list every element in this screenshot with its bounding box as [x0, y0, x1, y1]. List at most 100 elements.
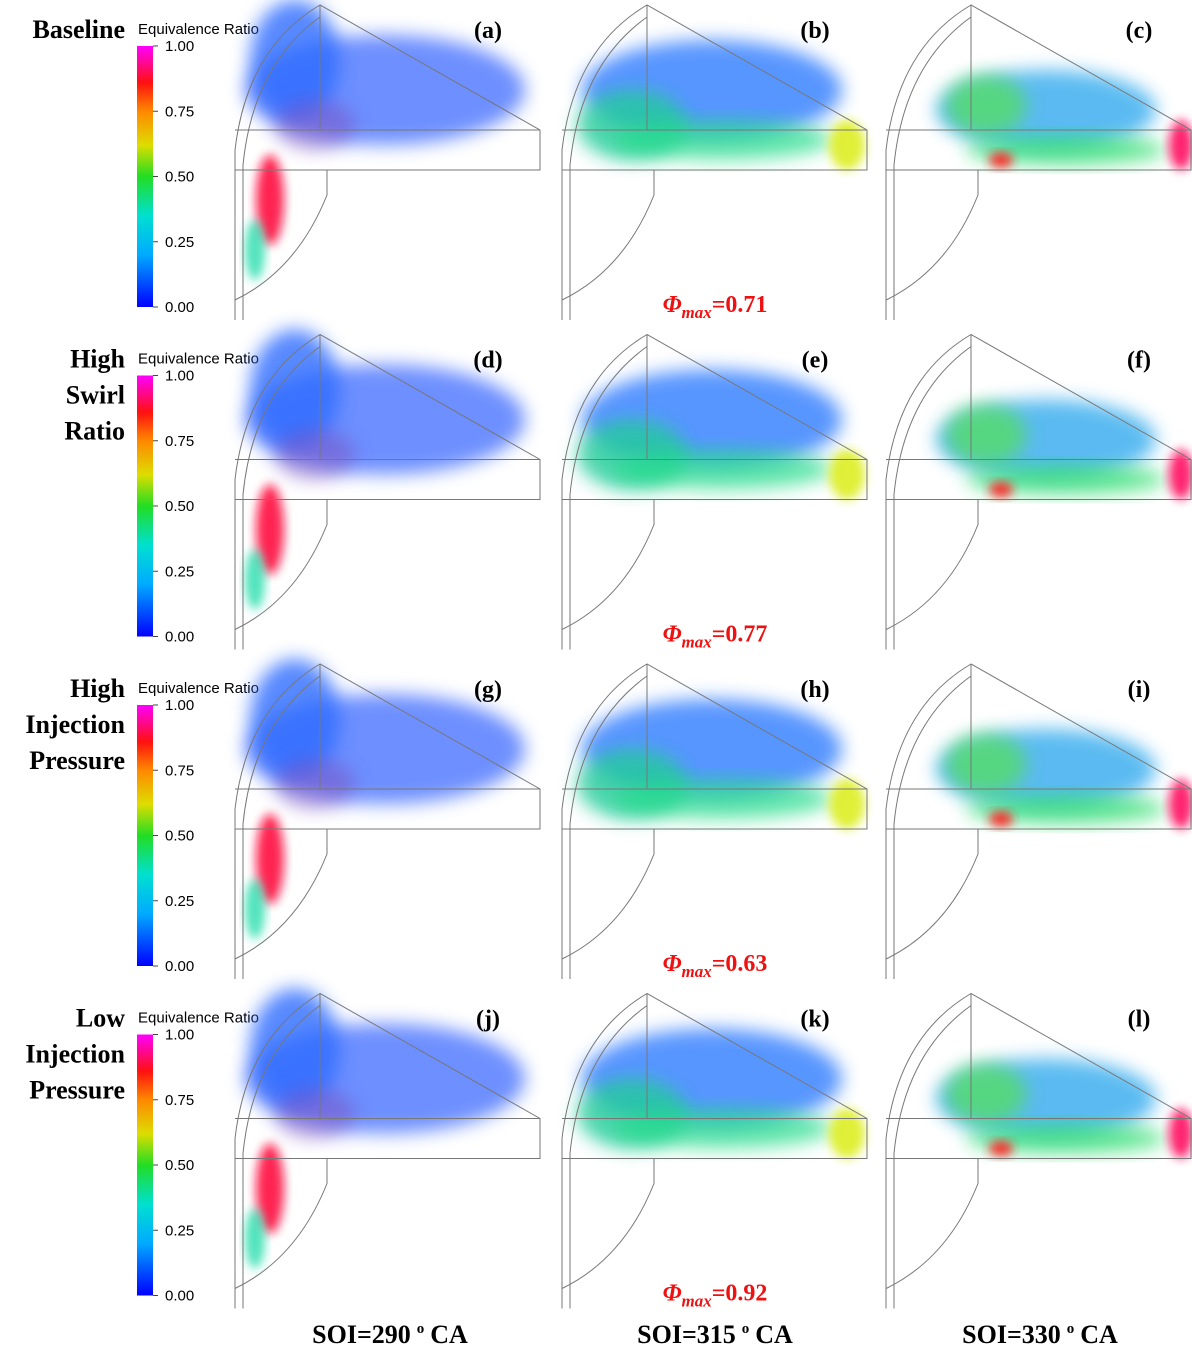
column-label-prefix: SOI=330: [962, 1320, 1061, 1349]
contour: [250, 329, 340, 450]
row-label: Low Injection Pressure: [25, 1004, 125, 1105]
geometry-outline: [885, 4, 1192, 320]
panel-letter: (l): [1128, 1007, 1151, 1033]
contour: [989, 1140, 1013, 1157]
colorbar-tick-label: 1.00: [165, 38, 194, 55]
phi-subscript: max: [682, 303, 713, 322]
geometry-outline: [561, 4, 868, 320]
contour: [946, 1063, 1026, 1124]
panel: [234, 329, 541, 650]
phi-symbol: Φ: [663, 292, 682, 318]
row-label-line: Injection: [25, 1040, 125, 1069]
phi-symbol: Φ: [663, 1281, 682, 1307]
colorbar-tick-label: 1.00: [165, 368, 194, 385]
contour: [966, 135, 1166, 165]
panel: [234, 988, 541, 1309]
phi-value: =0.92: [712, 1281, 768, 1307]
contour: [245, 879, 265, 939]
contour: [250, 0, 340, 120]
colorbar-tick-label: 0.50: [165, 1157, 194, 1174]
panel: [234, 659, 541, 979]
contour: [256, 484, 284, 575]
contour: [946, 404, 1026, 465]
contour: [250, 659, 340, 779]
row-label-line: Baseline: [33, 15, 125, 44]
contour: [989, 152, 1013, 168]
contour: [612, 1108, 832, 1149]
contour: [966, 1123, 1166, 1154]
contour: [256, 155, 284, 245]
contour: [946, 75, 1026, 135]
panel-letter: (b): [800, 18, 829, 44]
contour: [989, 811, 1013, 827]
colorbar: [137, 705, 153, 966]
colorbar-tick-label: 0.25: [165, 234, 194, 251]
contour: [829, 449, 865, 500]
colorbar-tick-label: 0.25: [165, 563, 194, 580]
geometry-outline: [561, 333, 868, 650]
row-label-line: Injection: [25, 710, 125, 739]
panel-letter: (i): [1128, 677, 1151, 703]
colorbar-tick-label: 0.25: [165, 1222, 194, 1239]
contour: [1169, 1108, 1192, 1159]
column-label-prefix: SOI=290: [312, 1320, 411, 1349]
colorbar: [137, 46, 153, 307]
phi-max: Φmax=0.71: [663, 292, 768, 322]
column-label-suffix: CA: [755, 1320, 793, 1349]
contour: [1169, 779, 1192, 829]
geometry-outline: [885, 992, 1192, 1309]
row-label-line: High: [70, 345, 125, 374]
panel-letter: (f): [1127, 348, 1151, 374]
colorbar-tick-label: 1.00: [165, 1027, 194, 1044]
contour: [1169, 449, 1192, 500]
colorbar-title: Equivalence Ratio: [138, 351, 259, 368]
column-label-sup: o: [1067, 1321, 1075, 1337]
contour: [612, 779, 832, 819]
colorbar-tick-label: 0.75: [165, 433, 194, 450]
phi-value: =0.63: [712, 951, 768, 977]
colorbar: [137, 375, 153, 637]
phi-max: Φmax=0.77: [663, 622, 768, 652]
colorbar-tick-label: 0.00: [165, 629, 194, 646]
contour: [612, 449, 832, 490]
colorbar-tick-label: 0.25: [165, 893, 194, 910]
panel: [885, 4, 1192, 320]
contour: [829, 1108, 865, 1159]
panel: [234, 0, 541, 320]
contour: [829, 779, 865, 829]
column-label-sup: o: [417, 1321, 425, 1337]
colorbar-tick-label: 0.75: [165, 1092, 194, 1109]
phi-subscript: max: [682, 1292, 713, 1311]
row-label-line: High: [70, 674, 125, 703]
phi-max: Φmax=0.63: [663, 951, 768, 981]
geometry-outline: [885, 663, 1192, 979]
contour: [245, 220, 265, 280]
contour: [612, 120, 832, 160]
panel-letter: (j): [476, 1007, 500, 1033]
colorbar-title: Equivalence Ratio: [138, 1010, 259, 1027]
phi-subscript: max: [682, 962, 713, 981]
contour: [250, 988, 340, 1109]
colorbar-tick-label: 0.50: [165, 169, 194, 186]
row-label-line: Swirl: [66, 381, 125, 410]
colorbar-tick-label: 1.00: [165, 697, 194, 714]
column-label: SOI=290 o CA: [312, 1320, 468, 1349]
panel-letter: (e): [802, 348, 829, 374]
colorbar-title: Equivalence Ratio: [138, 680, 259, 697]
geometry-outline: [561, 663, 868, 979]
column-label: SOI=315 o CA: [637, 1320, 793, 1349]
contour: [989, 481, 1013, 498]
panel-letter: (h): [800, 677, 829, 703]
row-label-line: Low: [76, 1004, 125, 1033]
phi-symbol: Φ: [663, 951, 682, 977]
panel: [561, 663, 868, 979]
colorbar-tick-label: 0.50: [165, 498, 194, 515]
contour: [275, 1088, 355, 1139]
colorbar-tick-label: 0.50: [165, 828, 194, 845]
row-label: High Swirl Ratio: [64, 345, 125, 446]
contour: [946, 734, 1026, 794]
colorbar-title: Equivalence Ratio: [138, 21, 259, 38]
row-label: High Injection Pressure: [25, 674, 125, 775]
column-label: SOI=330 o CA: [962, 1320, 1118, 1349]
